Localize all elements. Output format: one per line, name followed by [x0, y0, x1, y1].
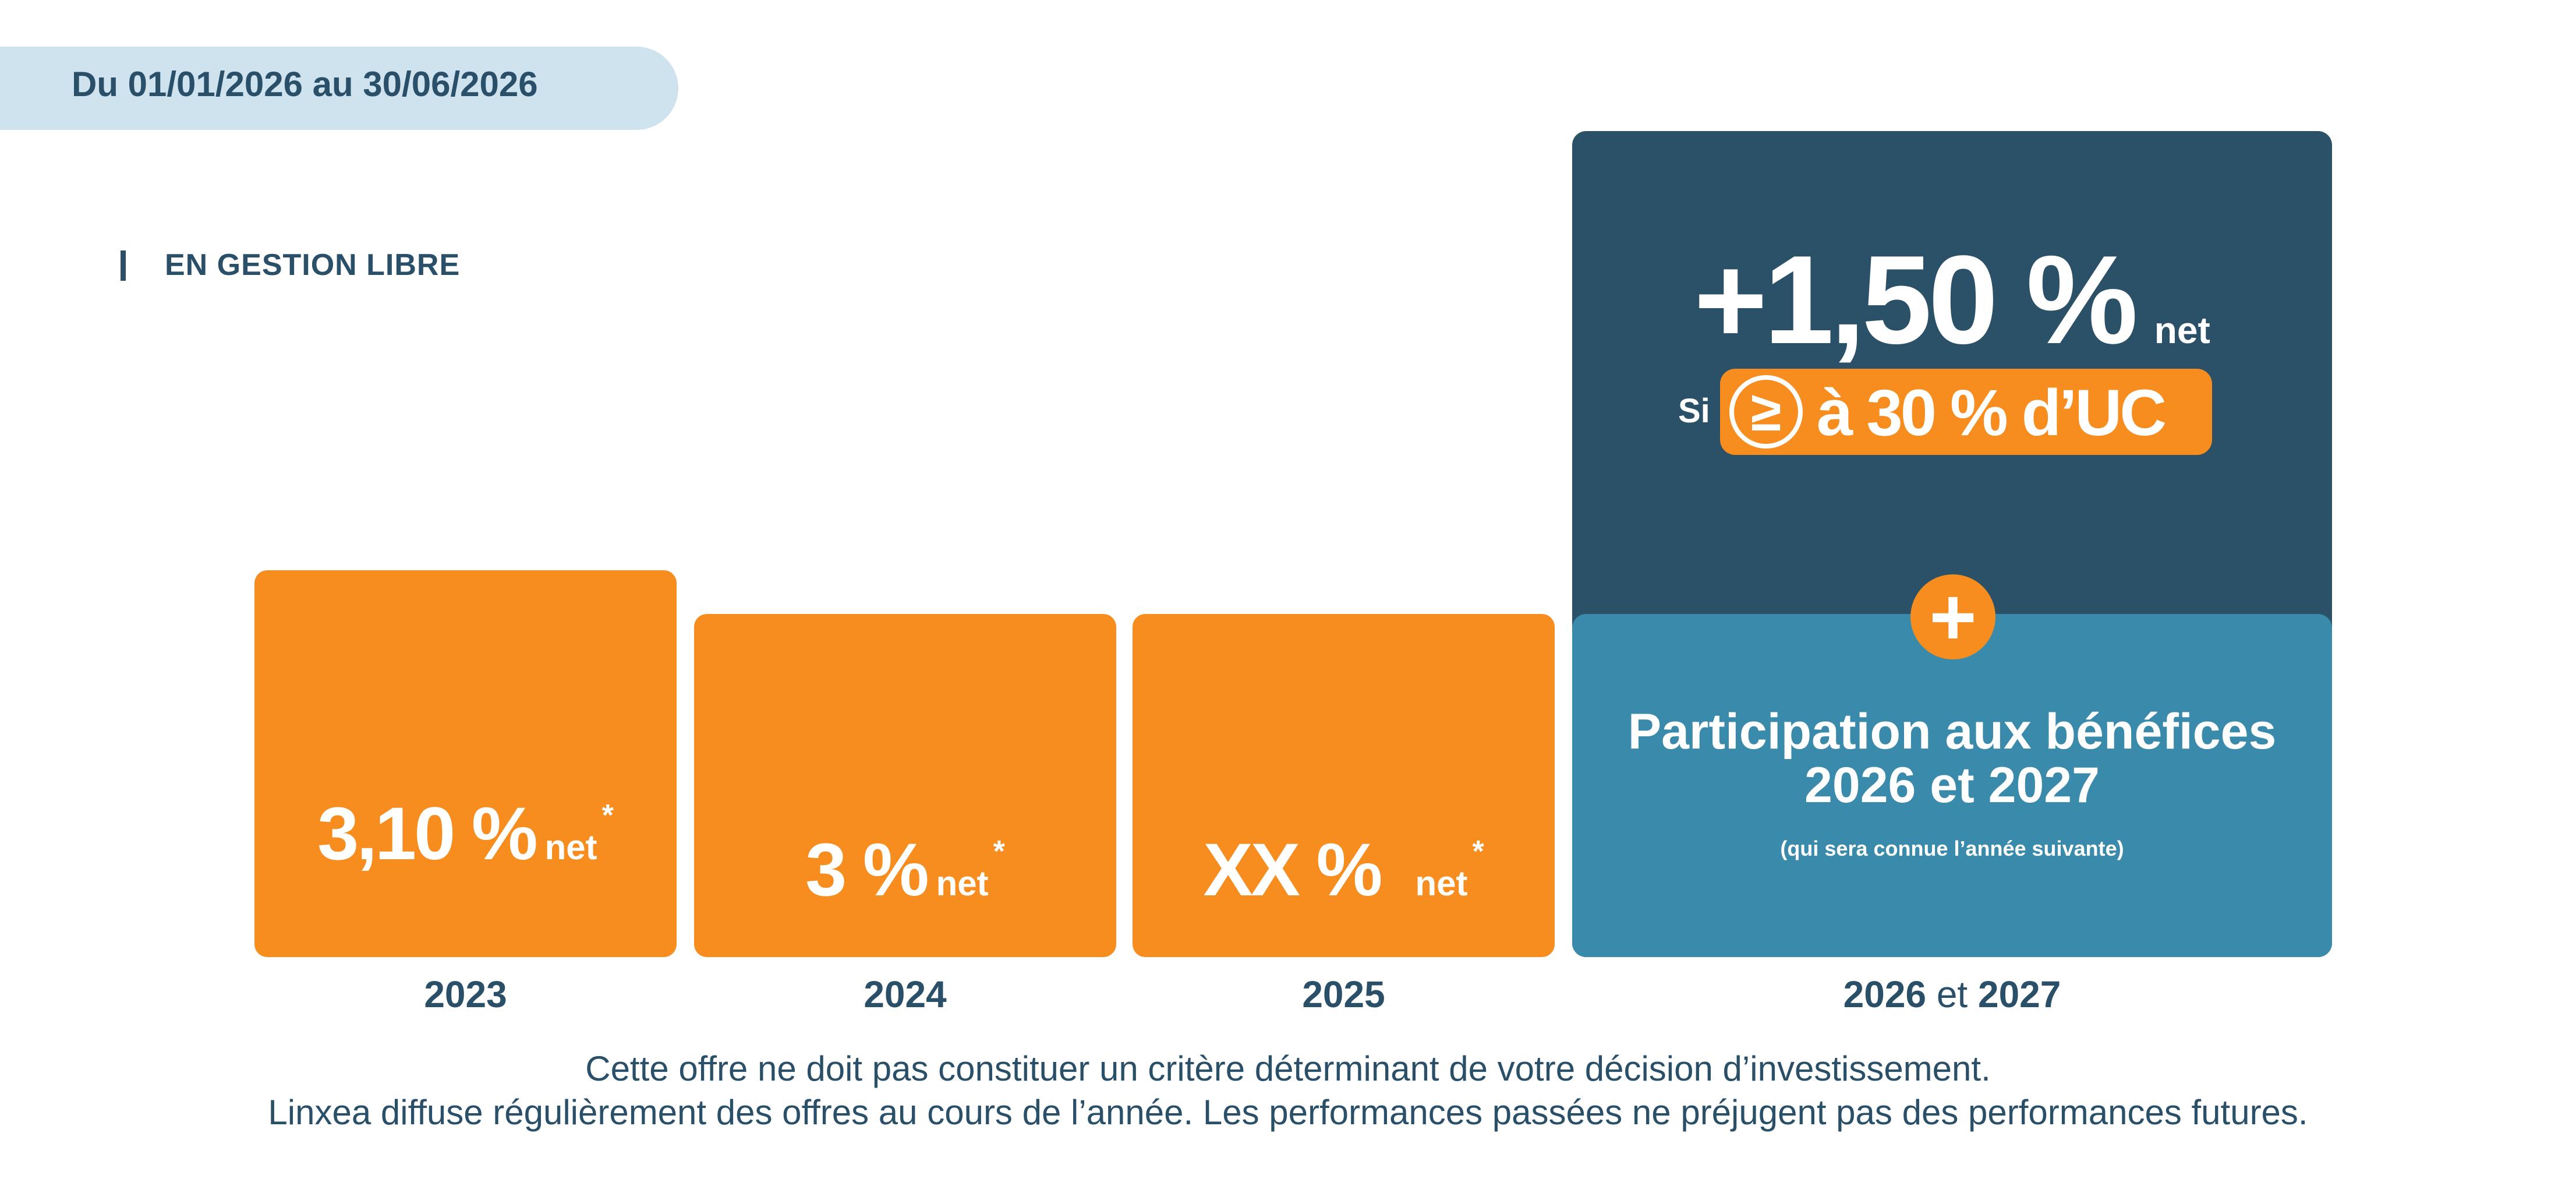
condition-text: à 30 % d’UC: [1817, 376, 2167, 449]
profit-title-line1: Participation aux bénéfices: [1627, 704, 2277, 760]
rate-value: 3 %: [805, 828, 929, 912]
profit-sharing-panel: [1572, 614, 2332, 957]
disclaimer-line-1: Cette offre ne doit pas constituer un cr…: [585, 1049, 1991, 1088]
period-text: Du 01/01/2026 au 30/06/2026: [72, 65, 538, 104]
section-marker: [121, 250, 126, 281]
bonus-net-label: net: [2154, 309, 2210, 351]
condition-prefix: Si: [1678, 392, 1710, 430]
rate-net-label: net: [1415, 864, 1468, 903]
section-label: EN GESTION LIBRE: [165, 248, 461, 282]
year-label-2026-2027: 2026 et 2027: [1572, 973, 2332, 1016]
rate-card-2024: 3 % net *: [694, 614, 1116, 957]
year-a: 2026: [1843, 973, 1927, 1015]
bonus-headline: +1,50 % net: [1572, 227, 2332, 372]
year-b: 2027: [1977, 973, 2061, 1015]
rate-value: 3,10 %: [317, 792, 537, 876]
greater-or-equal-icon: ≥: [1729, 375, 1803, 449]
disclaimer-line-2: Linxea diffuse régulièrement des offres …: [268, 1093, 2308, 1132]
plus-icon: +: [1910, 574, 1995, 659]
profit-sharing-title: Participation aux bénéfices 2026 et 2027: [1572, 705, 2332, 812]
year-join: et: [1936, 973, 1968, 1015]
year-label-2025: 2025: [1302, 973, 1385, 1015]
footnote-asterisk: *: [993, 835, 1005, 869]
profit-title-line2: 2026 et 2027: [1804, 757, 2100, 813]
bonus-value: +1,50 %: [1694, 229, 2138, 370]
footnote-asterisk: *: [1472, 835, 1484, 869]
rate-card-2023: 3,10 % net *: [254, 570, 677, 957]
year-label-2023: 2023: [424, 973, 507, 1015]
year-label-2024: 2024: [864, 973, 947, 1015]
footnote-asterisk: *: [601, 798, 614, 832]
profit-sharing-note: (qui sera connue l’année suivante): [1780, 836, 2124, 860]
rate-value: XX %: [1203, 828, 1382, 912]
period-banner: [0, 47, 678, 130]
rate-net-label: net: [936, 864, 989, 903]
rate-net-label: net: [544, 827, 597, 867]
rate-card-2025: XX % net *: [1133, 614, 1555, 957]
